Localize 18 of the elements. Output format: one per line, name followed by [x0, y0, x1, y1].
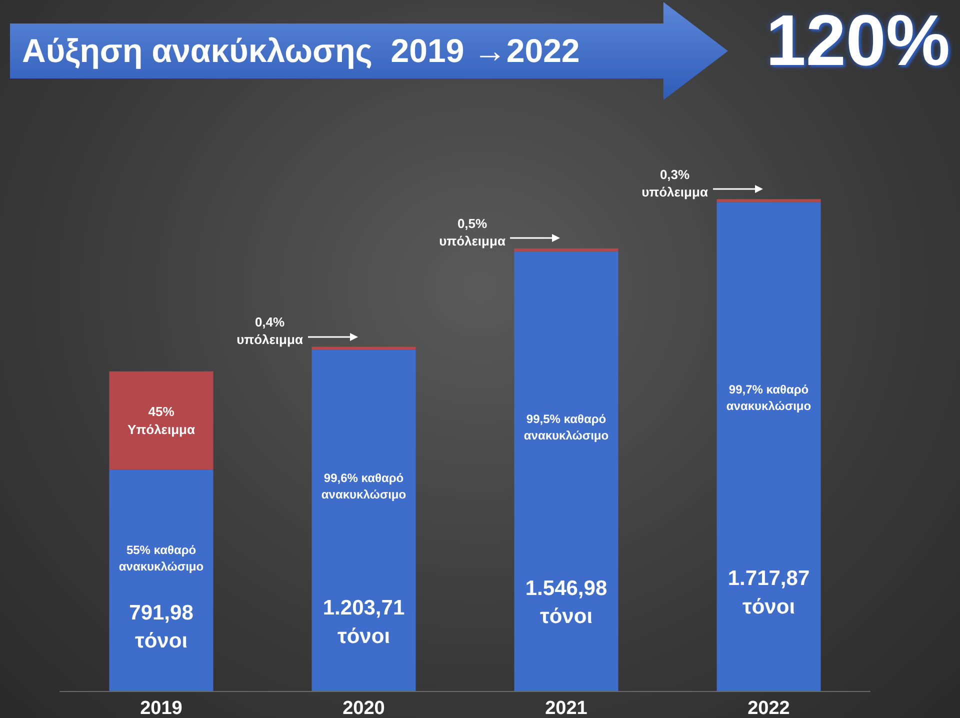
annotation: 0,5% υπόλειμμα	[439, 216, 506, 249]
annotation: 0,3% υπόλειμμα	[642, 166, 708, 200]
annotation: 45% Υπόλειμμα	[128, 404, 195, 437]
annotation: 1.717,87 τόνοι	[728, 566, 810, 618]
x-tick-label: 2020	[342, 698, 385, 718]
annotation: 99,6% καθαρό ανακυκλώσιμο	[321, 471, 406, 502]
annotation: 99,7% καθαρό ανακυκλώσιμο	[726, 382, 812, 413]
annotation: 1.203,71 τόνοι	[322, 596, 405, 648]
chart-subtitle: 120%	[766, 0, 950, 82]
annotation: 1.546,98 τόνοι	[525, 576, 608, 628]
x-tick-label: 2019	[140, 698, 182, 718]
x-tick-label: 2021	[545, 698, 588, 718]
chart-title: Αύξηση ανακύκλωσης 2019 →2022	[22, 31, 580, 71]
annotation: 55% καθαρό ανακυκλώσιμο	[118, 543, 204, 574]
annotation: 791,98 τόνοι	[129, 601, 194, 653]
x-tick-label: 2022	[748, 698, 790, 718]
annotation: 0,4% υπόλειμμα	[236, 314, 303, 347]
annotation: 99,5% καθαρό ανακυκλώσιμο	[524, 412, 609, 442]
